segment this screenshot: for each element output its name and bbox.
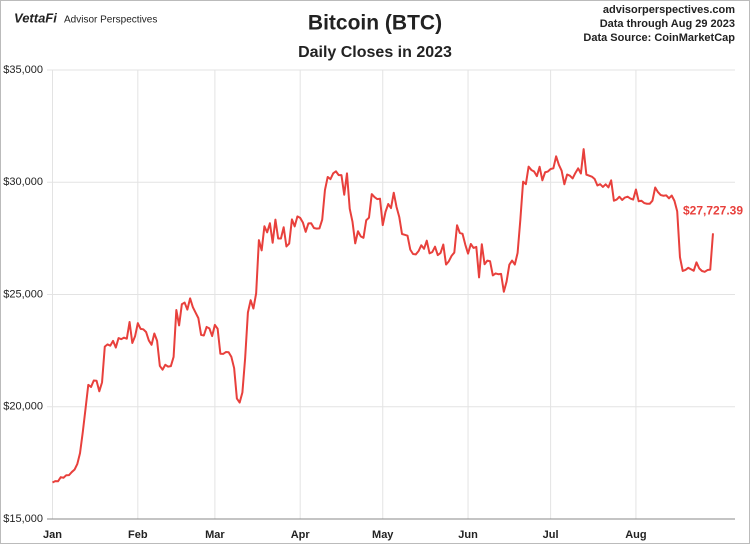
- brand: VettaFi: [14, 10, 57, 25]
- x-tick-label: Feb: [128, 529, 148, 541]
- line: [52, 148, 714, 484]
- x-tick-label: Jun: [458, 529, 478, 541]
- y-tick-label: $35,000: [3, 64, 43, 76]
- x-tick-label: Apr: [291, 529, 311, 541]
- x-tick-label: Mar: [205, 529, 225, 541]
- x-tick-label: Jul: [543, 529, 559, 541]
- note: Data through Aug 29 2023: [600, 18, 735, 30]
- x-tick-label: Aug: [625, 529, 646, 541]
- y-tick-label: $30,000: [3, 176, 43, 188]
- y-tick-label: $20,000: [3, 401, 43, 413]
- y-tick-label: $15,000: [3, 513, 43, 525]
- value-label: $27,727.39: [683, 203, 743, 217]
- note: Data Source: CoinMarketCap: [583, 32, 735, 44]
- note: advisorperspectives.com: [603, 4, 735, 16]
- x-tick-label: May: [372, 529, 394, 541]
- brand-sub: Advisor Perspectives: [64, 15, 157, 26]
- chart-subtitle: Daily Closes in 2023: [298, 44, 452, 61]
- chart-title: Bitcoin (BTC): [308, 12, 442, 35]
- x-tick-label: Jan: [43, 529, 62, 541]
- y-tick-label: $25,000: [3, 288, 43, 300]
